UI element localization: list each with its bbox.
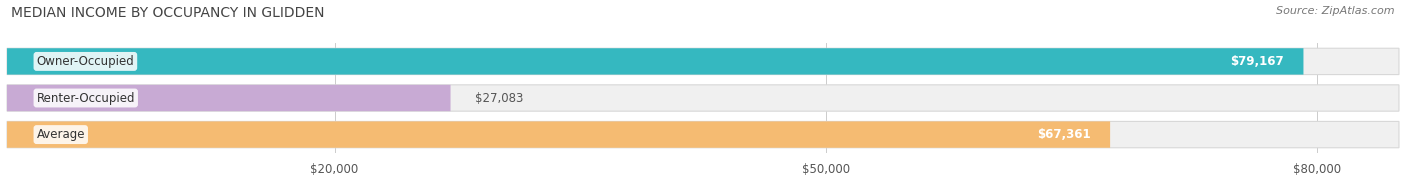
Text: Average: Average bbox=[37, 128, 84, 141]
FancyBboxPatch shape bbox=[7, 121, 1111, 148]
Text: Owner-Occupied: Owner-Occupied bbox=[37, 55, 134, 68]
Text: $67,361: $67,361 bbox=[1036, 128, 1091, 141]
FancyBboxPatch shape bbox=[7, 85, 1399, 111]
Text: MEDIAN INCOME BY OCCUPANCY IN GLIDDEN: MEDIAN INCOME BY OCCUPANCY IN GLIDDEN bbox=[11, 6, 325, 20]
Text: Source: ZipAtlas.com: Source: ZipAtlas.com bbox=[1277, 6, 1395, 16]
Text: Renter-Occupied: Renter-Occupied bbox=[37, 92, 135, 104]
FancyBboxPatch shape bbox=[7, 121, 1399, 148]
Text: $79,167: $79,167 bbox=[1230, 55, 1284, 68]
FancyBboxPatch shape bbox=[7, 85, 450, 111]
FancyBboxPatch shape bbox=[7, 48, 1399, 75]
FancyBboxPatch shape bbox=[7, 48, 1303, 75]
Text: $27,083: $27,083 bbox=[475, 92, 523, 104]
